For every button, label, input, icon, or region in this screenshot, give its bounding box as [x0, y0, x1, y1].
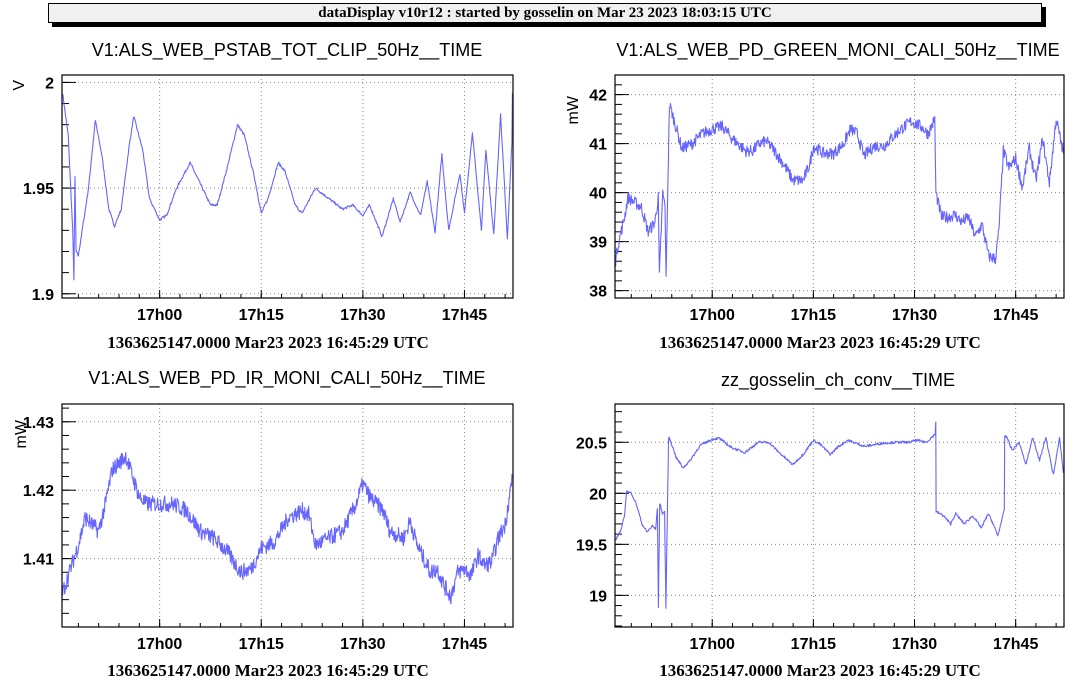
x-tick-label: 17h30	[340, 307, 385, 324]
x-tick-label: 17h45	[993, 636, 1038, 653]
x-tick-label: 17h00	[137, 636, 182, 653]
chart-title: V1:ALS_WEB_PD_GREEN_MONI_CALI_50Hz__TIME	[616, 40, 1059, 61]
y-tick-label: 40	[589, 186, 607, 203]
y-tick-label: 41	[589, 137, 607, 154]
x-tick-label: 17h45	[442, 307, 487, 324]
x-tick-label: 17h15	[239, 307, 284, 324]
x-tick-label: 17h30	[892, 307, 937, 324]
plot-frame	[614, 74, 1065, 299]
chart-panel-1: V1:ALS_WEB_PSTAB_TOT_CLIP_50Hz__TIME 1363…	[11, 40, 514, 352]
series-line	[615, 421, 1064, 609]
app-banner: dataDisplay v10r12 : started by gosselin…	[48, 3, 1042, 23]
x-axis-label: 1363625147.0000 Mar23 2023 16:45:29 UTC	[107, 333, 429, 352]
x-tick-label: 17h45	[993, 307, 1038, 324]
y-axis-label: V	[11, 80, 28, 91]
chart-title: zz_gosselin_ch_conv__TIME	[721, 370, 955, 391]
y-tick-label: 2	[45, 75, 54, 92]
y-tick-label: 38	[589, 284, 607, 301]
chart-title: V1:ALS_WEB_PSTAB_TOT_CLIP_50Hz__TIME	[92, 40, 483, 61]
x-tick-label: 17h15	[239, 636, 284, 653]
y-tick-label: 1.43	[23, 415, 54, 432]
plot-frame	[614, 403, 1065, 628]
x-tick-label: 17h00	[137, 307, 182, 324]
x-tick-label: 17h15	[791, 307, 836, 324]
series-line	[615, 103, 1064, 277]
y-tick-label: 19	[589, 588, 607, 605]
y-tick-label: 1.9	[32, 287, 54, 304]
x-axis-label: 1363625147.0000 Mar23 2023 16:45:29 UTC	[659, 333, 981, 352]
y-tick-label: 20	[589, 486, 607, 503]
chart-title: V1:ALS_WEB_PD_IR_MONI_CALI_50Hz__TIME	[88, 368, 485, 389]
x-tick-label: 17h00	[690, 307, 735, 324]
y-axis-label: mW	[565, 95, 582, 124]
plot-frame	[61, 403, 514, 628]
y-tick-label: 1.41	[23, 552, 54, 569]
x-tick-label: 17h00	[690, 636, 735, 653]
y-tick-label: 39	[589, 235, 607, 252]
y-tick-label: 1.42	[23, 483, 54, 500]
y-tick-label: 19.5	[576, 537, 607, 554]
y-tick-label: 42	[589, 88, 607, 105]
x-tick-label: 17h15	[791, 636, 836, 653]
y-axis-label: mW	[13, 419, 30, 448]
plot-frame	[61, 74, 514, 299]
chart-panel-4: zz_gosselin_ch_conv__TIME 1363625147.0000…	[576, 370, 1065, 680]
x-axis-label: 1363625147.0000 Mar23 2023 16:45:29 UTC	[107, 661, 429, 680]
x-tick-label: 17h30	[892, 636, 937, 653]
series-line	[62, 92, 513, 281]
chart-panel-2: V1:ALS_WEB_PD_GREEN_MONI_CALI_50Hz__TIME…	[565, 40, 1065, 352]
x-tick-label: 17h45	[442, 636, 487, 653]
x-tick-label: 17h30	[340, 636, 385, 653]
series-line	[62, 452, 513, 605]
chart-panel-3: V1:ALS_WEB_PD_IR_MONI_CALI_50Hz__TIME 136…	[13, 368, 514, 680]
y-tick-label: 1.95	[23, 181, 54, 198]
y-tick-label: 20.5	[576, 435, 607, 452]
x-axis-label: 1363625147.0000 Mar23 2023 16:45:29 UTC	[659, 661, 981, 680]
